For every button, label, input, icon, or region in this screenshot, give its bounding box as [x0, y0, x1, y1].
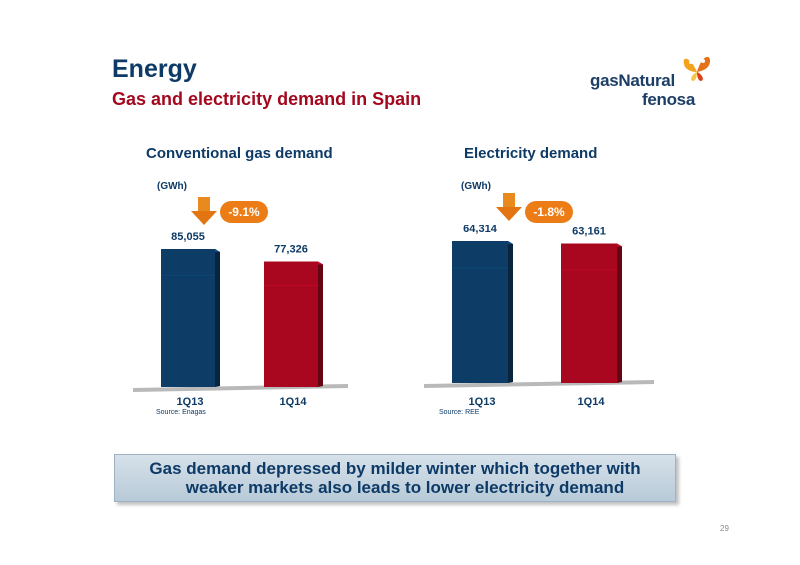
- gas-demand-chart: 85,055 1Q13 77,326 1Q14: [133, 231, 348, 408]
- brand-logo: gasNatural fenosa: [586, 46, 726, 109]
- category-label-1q14-electricity: 1Q14: [578, 396, 606, 408]
- bar-1q13-gas: [161, 249, 220, 387]
- unit-label-electricity: (GWh): [461, 181, 491, 192]
- value-label-1q14-electricity: 63,161: [572, 226, 606, 238]
- change-badge-gas: -9.1%: [220, 201, 268, 223]
- value-label-1q14-gas: 77,326: [274, 244, 308, 256]
- bar-1q13-electricity: [452, 241, 513, 383]
- down-arrow-icon: [191, 197, 217, 225]
- logo-text-fenosa: fenosa: [642, 90, 695, 109]
- category-label-1q14-gas: 1Q14: [280, 396, 308, 408]
- down-arrow-icon: [496, 193, 522, 221]
- electricity-demand-chart: 64,314 1Q13 63,161 1Q14: [424, 225, 654, 408]
- chart-title-gas: Conventional gas demand: [146, 145, 333, 162]
- summary-line-2: weaker markets also leads to lower elect…: [185, 478, 625, 497]
- bar-1q14-gas: [264, 261, 323, 387]
- value-label-1q13-electricity: 64,314: [463, 225, 498, 235]
- page-number: 29: [720, 524, 729, 533]
- category-label-1q13-electricity: 1Q13: [469, 396, 496, 408]
- unit-label-gas: (GWh): [157, 181, 187, 192]
- category-label-1q13-gas: 1Q13: [177, 396, 204, 408]
- summary-banner: Gas demand depressed by milder winter wh…: [114, 454, 676, 502]
- chart-title-electricity: Electricity demand: [464, 145, 598, 162]
- source-note-gas: Source: Enagas: [156, 409, 206, 416]
- page-title: Energy: [112, 55, 197, 83]
- change-badge-electricity: -1.8%: [525, 201, 573, 223]
- bar-1q14-electricity: [561, 243, 622, 383]
- page-subtitle: Gas and electricity demand in Spain: [112, 89, 422, 109]
- butterfly-logo-icon: [683, 56, 711, 81]
- value-label-1q13-gas: 85,055: [171, 231, 205, 243]
- logo-text-gasnatural: gasNatural: [590, 71, 675, 90]
- summary-line-1: Gas demand depressed by milder winter wh…: [149, 459, 641, 478]
- source-note-electricity: Source: REE: [439, 409, 480, 416]
